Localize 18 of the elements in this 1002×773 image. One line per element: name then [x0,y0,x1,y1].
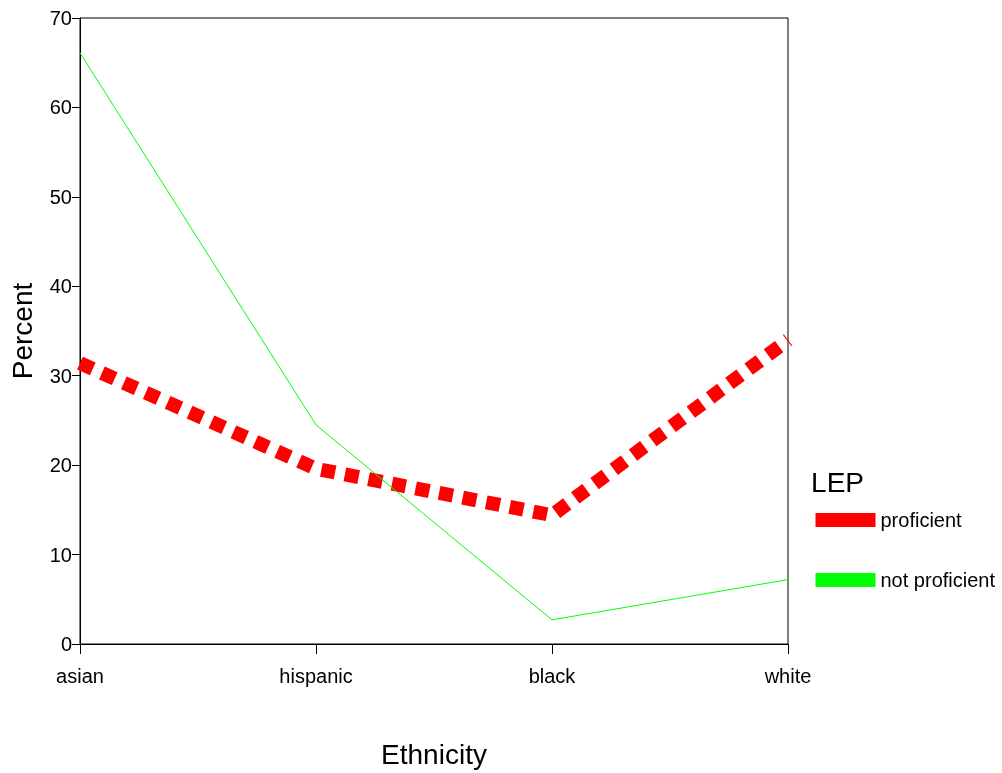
legend-label: proficient [880,509,963,531]
y-axis-title: Percent [6,282,38,380]
legend-title: LEP [811,466,865,498]
y-tick-label: 50 [49,185,72,208]
y-tick-label: 60 [49,96,72,119]
x-tick-label: black [528,665,577,687]
y-tick-label: 40 [49,275,72,298]
y-tick-label: 70 [49,7,72,29]
x-tick-label: asian [56,665,104,687]
line-series [79,52,789,621]
y-tick-label: 20 [49,454,72,477]
x-tick-label: white [763,665,812,687]
legend-label: not proficient [880,569,996,591]
y-tick-label: 30 [49,364,72,387]
x-tick-label: hispanic [279,665,353,687]
y-tick-label: 10 [49,543,72,566]
y-tick-label: 0 [60,633,72,655]
x-axis-title: Ethnicity [381,738,487,770]
